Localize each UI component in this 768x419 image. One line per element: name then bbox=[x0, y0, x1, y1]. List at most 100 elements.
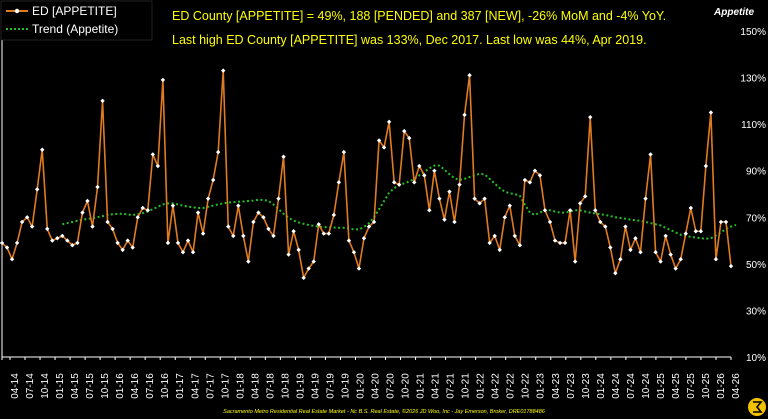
ed-point bbox=[281, 154, 286, 159]
ed-point bbox=[311, 259, 316, 264]
ed-point bbox=[226, 224, 231, 229]
ed-point bbox=[95, 184, 100, 190]
ed-point bbox=[0, 240, 5, 246]
ed-point bbox=[115, 240, 120, 246]
y-tick-label: 130% bbox=[740, 74, 766, 85]
ed-point bbox=[407, 135, 412, 141]
chart-title: Appetite bbox=[713, 7, 754, 18]
ed-point bbox=[221, 68, 226, 73]
ed-point bbox=[210, 177, 216, 183]
ed-point bbox=[422, 173, 427, 178]
x-tick-label: 04-17 bbox=[190, 373, 201, 399]
brand-logo bbox=[748, 398, 766, 416]
ed-point bbox=[678, 257, 683, 262]
ed-point bbox=[4, 245, 10, 250]
x-tick-label: 01-20 bbox=[355, 373, 366, 399]
x-tick-label: 10-22 bbox=[521, 373, 532, 399]
ed-point bbox=[165, 240, 171, 246]
ed-point bbox=[175, 240, 181, 246]
ed-point bbox=[326, 231, 331, 236]
ed-point bbox=[477, 201, 482, 206]
ed-point bbox=[120, 247, 125, 253]
ed-point bbox=[341, 149, 347, 155]
y-tick-label: 150% bbox=[740, 27, 766, 38]
x-tick-label: 07-14 bbox=[25, 373, 36, 399]
ed-point bbox=[24, 215, 30, 220]
ed-point bbox=[653, 250, 658, 255]
ed-point bbox=[105, 219, 110, 225]
ed-point bbox=[200, 231, 206, 236]
y-tick-label: 50% bbox=[746, 260, 766, 271]
ed-point bbox=[497, 247, 502, 253]
x-tick-label: 07-16 bbox=[145, 373, 156, 399]
ed-point bbox=[135, 215, 140, 220]
ed-point bbox=[442, 217, 447, 222]
ed-point bbox=[618, 257, 623, 262]
x-tick-label: 07-22 bbox=[506, 373, 517, 399]
ed-point bbox=[673, 266, 678, 271]
ed-point bbox=[346, 238, 352, 243]
ed-point bbox=[130, 245, 135, 250]
y-tick-label: 90% bbox=[746, 167, 766, 178]
ed-point bbox=[55, 236, 60, 241]
x-tick-label: 04-18 bbox=[250, 373, 261, 399]
ed-point bbox=[432, 168, 437, 173]
legend-label-ed: ED [APPETITE] bbox=[32, 4, 117, 18]
ed-point bbox=[598, 219, 603, 225]
ed-point bbox=[286, 252, 291, 257]
x-tick-label: 01-18 bbox=[235, 373, 246, 399]
ed-point bbox=[190, 250, 196, 255]
ed-point bbox=[698, 229, 704, 234]
ed-point bbox=[195, 210, 201, 215]
ed-point bbox=[70, 243, 75, 248]
x-tick-label: 10-19 bbox=[340, 373, 351, 399]
x-tick-label: 01-21 bbox=[416, 373, 427, 399]
x-tick-label: 01-19 bbox=[295, 373, 306, 399]
ed-point bbox=[713, 257, 719, 262]
ed-point bbox=[633, 236, 638, 241]
ed-point bbox=[231, 233, 236, 239]
annotation-line-2: Last high ED County [APPETITE] was 133%,… bbox=[172, 33, 647, 47]
x-tick-label: 10-15 bbox=[100, 373, 111, 399]
ed-point bbox=[296, 247, 301, 253]
x-tick-label: 01-17 bbox=[175, 373, 186, 399]
ed-point bbox=[205, 196, 211, 201]
x-tick-label: 04-22 bbox=[491, 373, 502, 399]
x-tick-label: 01-24 bbox=[596, 373, 607, 399]
ed-point bbox=[14, 240, 20, 246]
ed-point bbox=[693, 229, 699, 234]
ed-point bbox=[271, 233, 276, 239]
x-tick-label: 04-15 bbox=[70, 373, 81, 399]
ed-point bbox=[537, 173, 543, 178]
ed-point bbox=[150, 152, 156, 157]
ed-point bbox=[9, 257, 15, 262]
x-tick-label: 10-18 bbox=[280, 373, 291, 399]
annotation-line-1: ED County [APPETITE] = 49%, 188 [PENDED]… bbox=[172, 9, 666, 23]
ed-point bbox=[572, 259, 578, 264]
x-tick-label: 01-25 bbox=[656, 373, 667, 399]
ed-point bbox=[593, 208, 598, 213]
footer-text: Sacramento Metro Residential Real Estate… bbox=[223, 408, 546, 415]
x-tick-label: 01-15 bbox=[55, 373, 66, 399]
ed-point bbox=[366, 224, 372, 229]
x-tick-label: 07-24 bbox=[626, 373, 637, 399]
ed-point bbox=[371, 219, 377, 225]
x-tick-label: 07-19 bbox=[325, 373, 336, 399]
ed-point bbox=[356, 266, 362, 271]
ed-point bbox=[603, 224, 608, 229]
ed-point bbox=[437, 196, 442, 201]
ed-point bbox=[110, 226, 115, 232]
ed-point bbox=[301, 275, 306, 281]
ed-point bbox=[643, 196, 648, 201]
ed-point bbox=[547, 219, 553, 225]
ed-point bbox=[34, 187, 40, 192]
ed-point bbox=[703, 163, 709, 169]
ed-point bbox=[588, 114, 593, 120]
ed-point bbox=[266, 226, 271, 232]
ed-point bbox=[412, 180, 417, 185]
ed-series bbox=[0, 68, 734, 281]
x-tick-label: 04-24 bbox=[611, 373, 622, 399]
ed-point bbox=[40, 147, 45, 152]
ed-point bbox=[140, 205, 145, 211]
